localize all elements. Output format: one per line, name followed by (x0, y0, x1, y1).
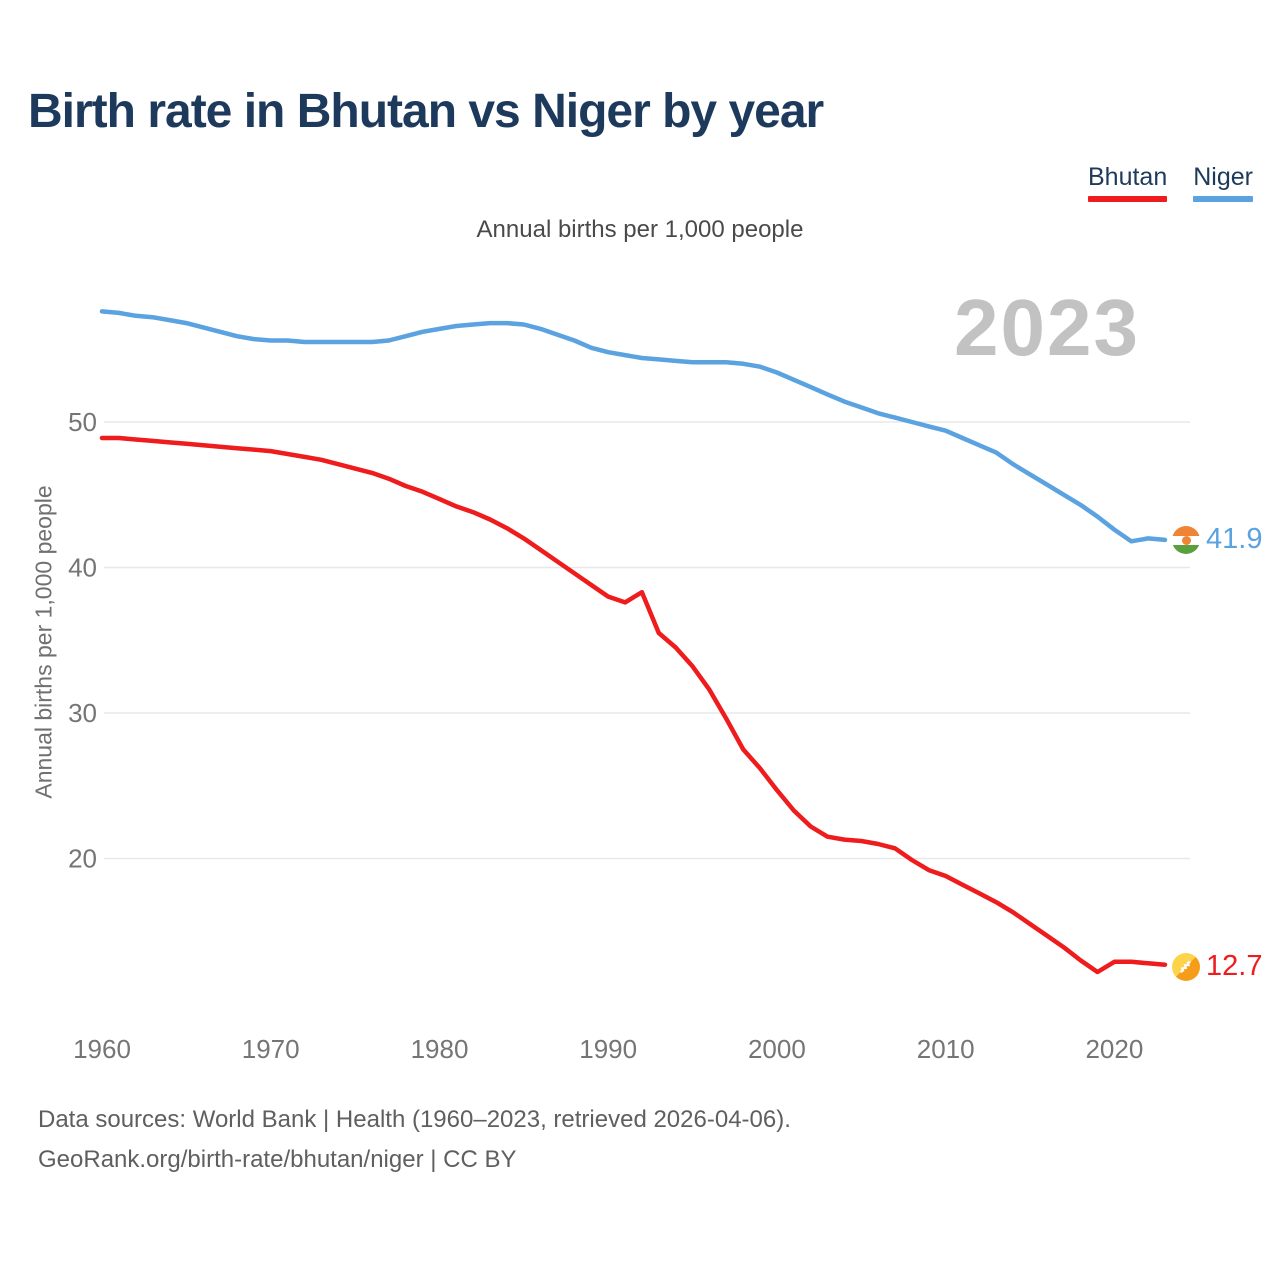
x-tick-label-1970: 1970 (242, 1034, 300, 1064)
niger-flag-top-stripe (1172, 526, 1200, 536)
page-title: Birth rate in Bhutan vs Niger by year (28, 85, 824, 138)
y-tick-label-50: 50 (68, 407, 97, 437)
legend-item-niger[interactable]: Niger (1193, 162, 1253, 203)
x-tick-label-1980: 1980 (411, 1034, 469, 1064)
niger-flag-icon (1172, 526, 1200, 554)
niger-flag-bottom-stripe (1172, 544, 1200, 554)
legend-underline-bhutan (1088, 196, 1168, 203)
niger-flag-sun-dot (1181, 535, 1191, 545)
legend-label-bhutan: Bhutan (1088, 163, 1168, 191)
x-tick-label-1990: 1990 (579, 1034, 637, 1064)
legend-label-niger: Niger (1193, 163, 1253, 191)
attribution-url-text: GeoRank.org/birth-rate/bhutan/niger | CC… (38, 1146, 517, 1173)
y-tick-label-20: 20 (68, 844, 97, 874)
x-tick-label-2010: 2010 (917, 1034, 975, 1064)
x-tick-label-1960: 1960 (73, 1034, 131, 1064)
bhutan-end-value: 12.7 (1206, 950, 1263, 982)
legend-item-bhutan[interactable]: Bhutan (1088, 162, 1168, 203)
bhutan-flag-dragon (1179, 960, 1191, 973)
bhutan-flag-icon (1172, 953, 1200, 981)
legend: Bhutan Niger (1088, 162, 1253, 203)
chart-subtitle: Annual births per 1,000 people (476, 216, 804, 243)
x-tick-label-2020: 2020 (1085, 1034, 1143, 1064)
series-line-bhutan (99, 435, 1168, 975)
year-watermark: 2023 (954, 283, 1140, 372)
y-tick-label-40: 40 (68, 553, 97, 583)
x-tick-label-2000: 2000 (748, 1034, 806, 1064)
legend-underline-niger (1193, 196, 1253, 203)
niger-end-value: 41.9 (1206, 523, 1263, 555)
y-tick-label-30: 30 (68, 698, 97, 728)
series-line-niger (99, 309, 1168, 544)
data-sources-text: Data sources: World Bank | Health (1960–… (38, 1106, 791, 1133)
